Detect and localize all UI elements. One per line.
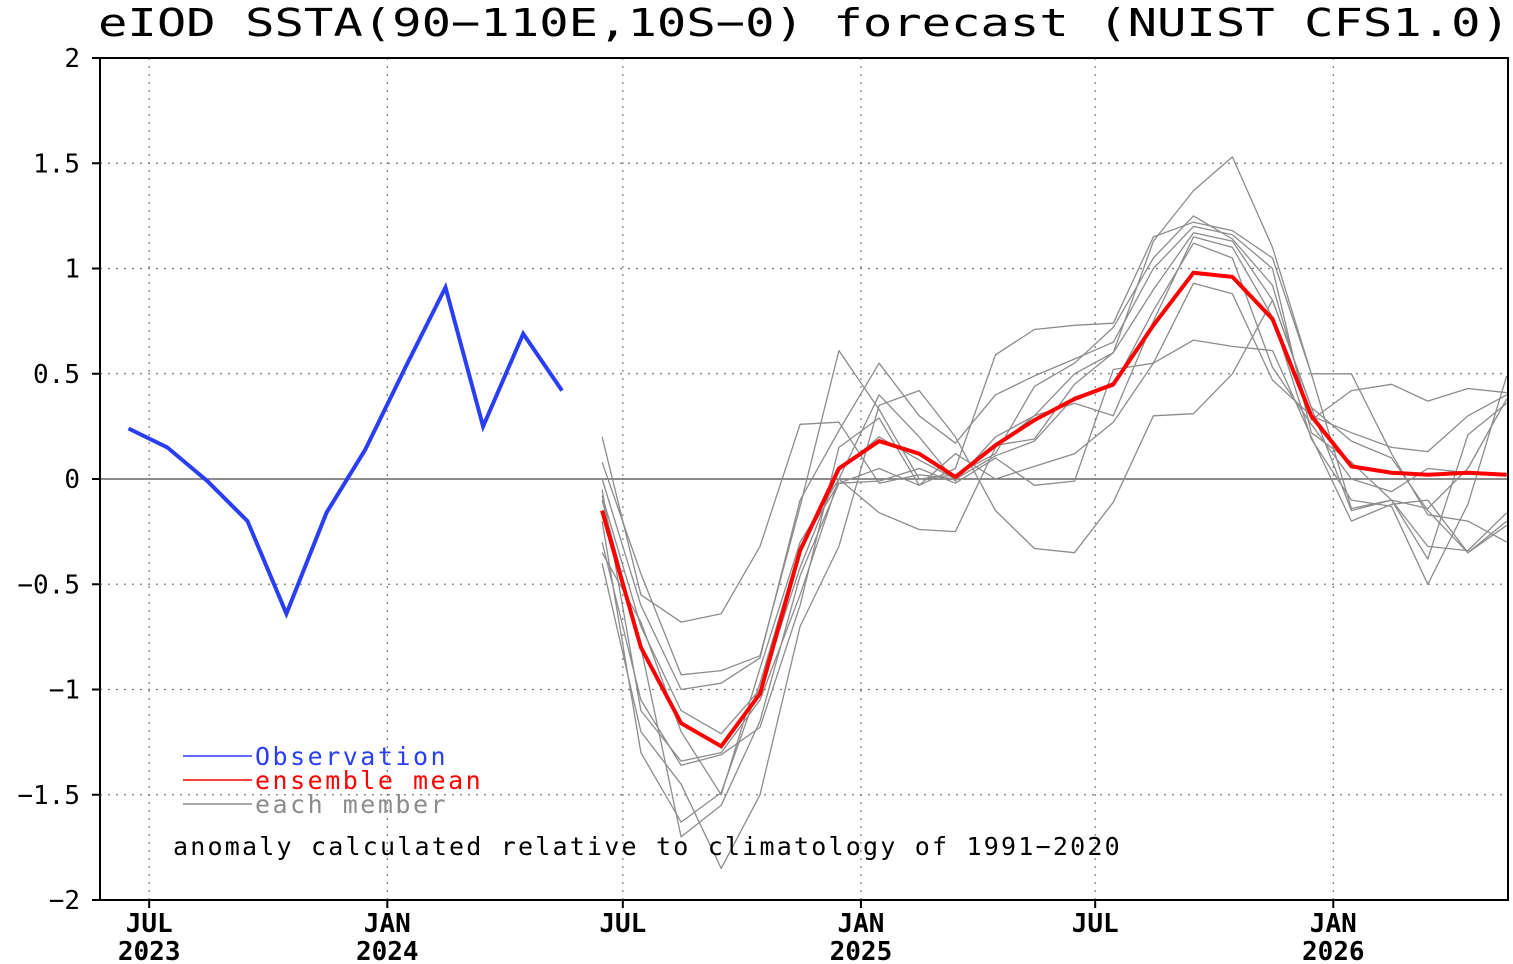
member-line xyxy=(601,225,1508,691)
member-line xyxy=(601,236,1508,762)
x-tick-label: JUL xyxy=(599,909,646,939)
y-tick-label: 2 xyxy=(64,44,80,74)
legend: Observation ensemble mean each member xyxy=(183,742,483,819)
member-line xyxy=(601,282,1508,766)
member-line xyxy=(601,299,1508,870)
climatology-note: anomaly calculated relative to climatolo… xyxy=(173,832,1122,861)
x-tick-label: JUL xyxy=(1072,909,1119,939)
y-tick-label: −0.5 xyxy=(17,570,80,600)
x-tick-label: JAN xyxy=(837,909,884,939)
member-line xyxy=(601,339,1508,838)
member-line xyxy=(601,221,1508,823)
legend-label-each-member: each member xyxy=(255,790,448,819)
member-line xyxy=(601,232,1508,796)
member-lines xyxy=(601,156,1508,870)
x-tick-label: JAN xyxy=(1310,909,1357,939)
x-tick-year-label: 2026 xyxy=(1302,937,1365,964)
x-tick-label: JAN xyxy=(364,909,411,939)
y-tick-label: 1.5 xyxy=(33,149,80,179)
y-tick-label: 1 xyxy=(64,255,80,285)
member-line xyxy=(601,242,1507,735)
y-tick-label: −2 xyxy=(49,886,80,916)
series-lines xyxy=(127,270,1507,749)
y-tick-label: −1 xyxy=(49,676,80,706)
y-axis: 2 1.5 1 0.5 0 −0.5 −1 −1.5 −2 xyxy=(17,44,100,916)
y-tick-label: −1.5 xyxy=(17,781,80,811)
x-tick-label: JUL xyxy=(126,909,173,939)
y-tick-label: 0 xyxy=(64,465,80,495)
x-tick-year-label: 2024 xyxy=(356,937,419,964)
chart-title: eIOD SSTA(90−110E,10S−0) forecast (NUIST… xyxy=(98,1,1510,45)
member-line xyxy=(601,215,1507,676)
legend-label-ensemble-mean: ensemble mean xyxy=(255,766,483,795)
ensemble-mean-line xyxy=(600,270,1507,749)
x-tick-year-label: 2025 xyxy=(830,937,893,964)
member-line xyxy=(601,156,1508,623)
observation-line xyxy=(127,281,564,619)
x-tick-year-label: 2023 xyxy=(118,937,181,964)
y-tick-label: 0.5 xyxy=(33,360,80,390)
legend-label-observation: Observation xyxy=(255,742,448,771)
